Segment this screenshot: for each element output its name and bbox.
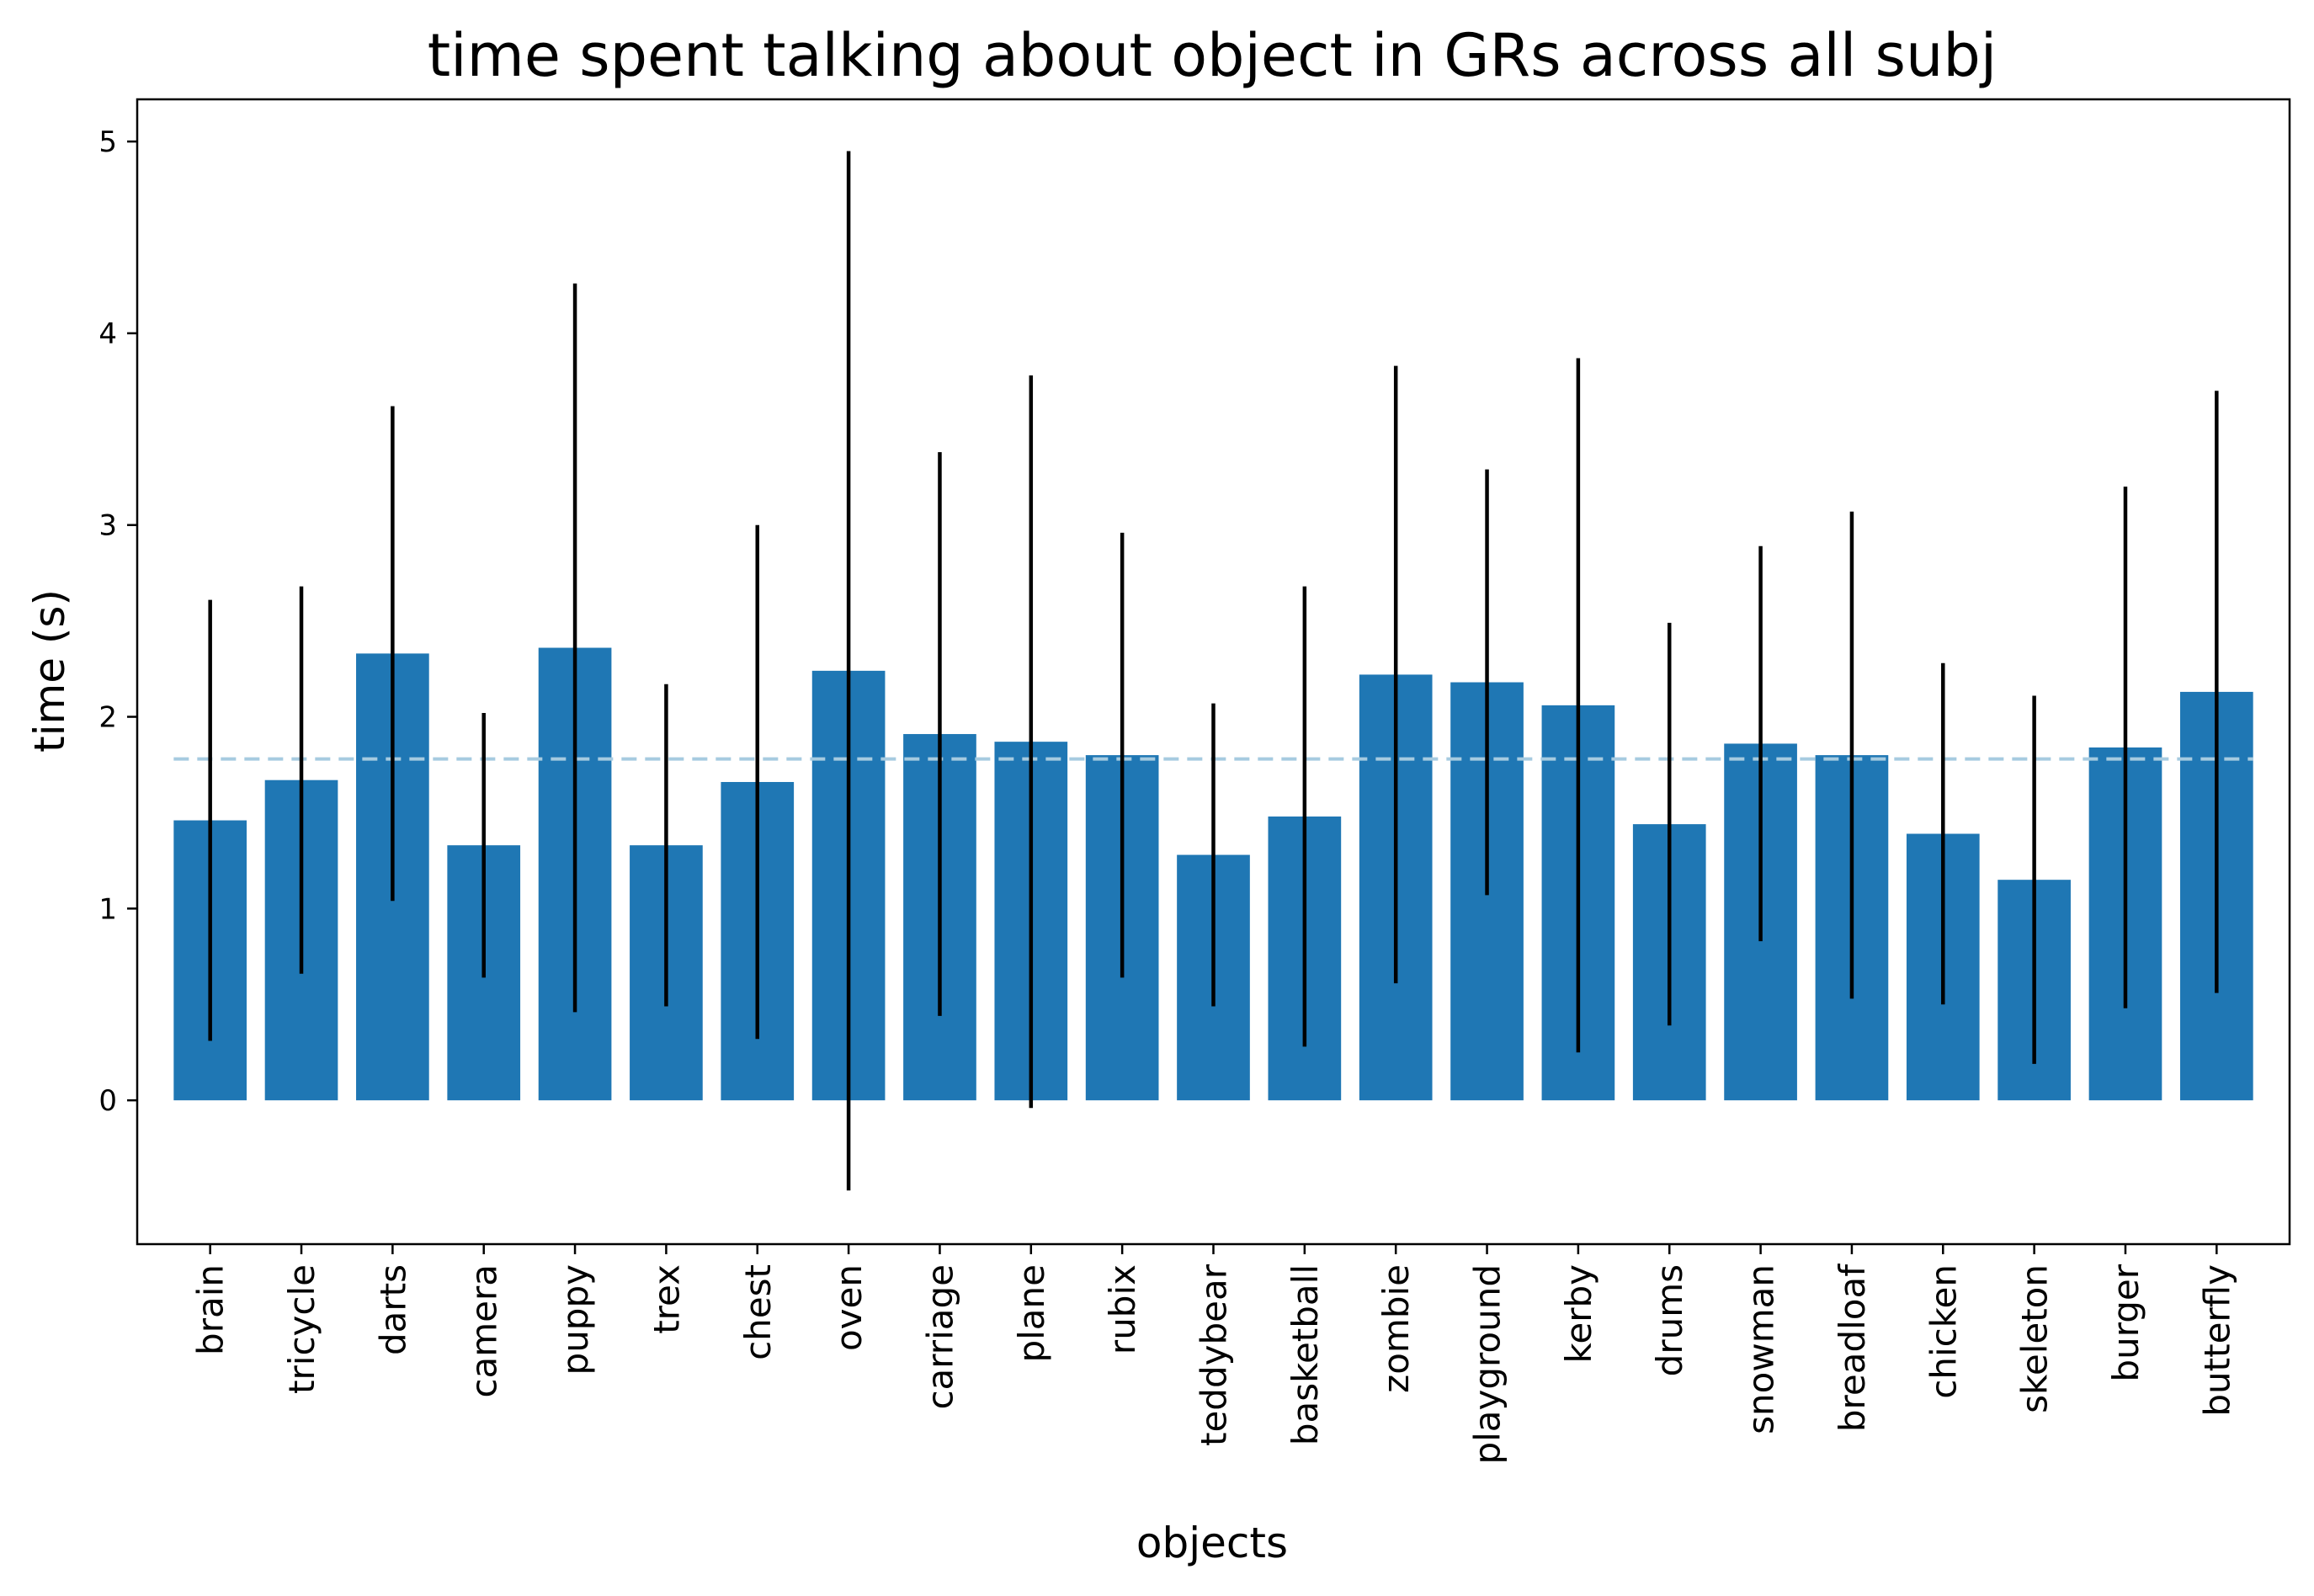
- x-tick-label-brain: brain: [190, 1264, 231, 1355]
- x-tick-label-trex: trex: [646, 1264, 687, 1334]
- chart-title: time spent talking about object in GRs a…: [428, 21, 1997, 90]
- x-tick-label-drums: drums: [1649, 1264, 1690, 1376]
- y-tick-label-5: 5: [98, 125, 117, 159]
- x-tick-label-camera: camera: [464, 1264, 505, 1398]
- y-axis-label: time (s): [25, 589, 74, 753]
- x-axis-label: objects: [1136, 1519, 1288, 1567]
- x-tick-label-oven: oven: [828, 1264, 870, 1351]
- x-tick-label-plane: plane: [1011, 1264, 1052, 1363]
- y-tick-label-4: 4: [98, 317, 117, 351]
- x-tick-label-breadloaf: breadloaf: [1832, 1264, 1873, 1432]
- x-tick-label-skeleton: skeleton: [2014, 1264, 2056, 1413]
- x-tick-label-zombie: zombie: [1375, 1264, 1417, 1393]
- x-tick-label-rubix: rubix: [1102, 1264, 1143, 1354]
- x-tick-label-burger: burger: [2105, 1264, 2146, 1381]
- x-tick-label-butterfly: butterfly: [2196, 1264, 2237, 1417]
- x-tick-label-chicken: chicken: [1923, 1264, 1964, 1399]
- x-tick-label-basketball: basketball: [1285, 1264, 1326, 1445]
- x-tick-label-kerby: kerby: [1558, 1264, 1599, 1363]
- x-tick-label-snowman: snowman: [1741, 1264, 1782, 1434]
- plot-area: 0 1 2 3 4 5 brain tricycle darts camera puppy trex c…: [98, 98, 2291, 1465]
- x-tick-label-tricycle: tricycle: [281, 1264, 322, 1394]
- x-tick-label-carriage: carriage: [919, 1264, 960, 1410]
- x-tick-label-puppy: puppy: [555, 1264, 596, 1375]
- y-tick-label-2: 2: [98, 701, 117, 735]
- y-tick-label-0: 0: [98, 1084, 117, 1118]
- x-tick-label-darts: darts: [372, 1264, 413, 1355]
- x-tick-label-chest: chest: [737, 1264, 779, 1360]
- x-tick-label-teddybear: teddybear: [1194, 1264, 1235, 1446]
- x-tick-label-playground: playground: [1467, 1264, 1508, 1465]
- y-tick-label-3: 3: [98, 509, 117, 543]
- y-tick-label-1: 1: [98, 892, 117, 926]
